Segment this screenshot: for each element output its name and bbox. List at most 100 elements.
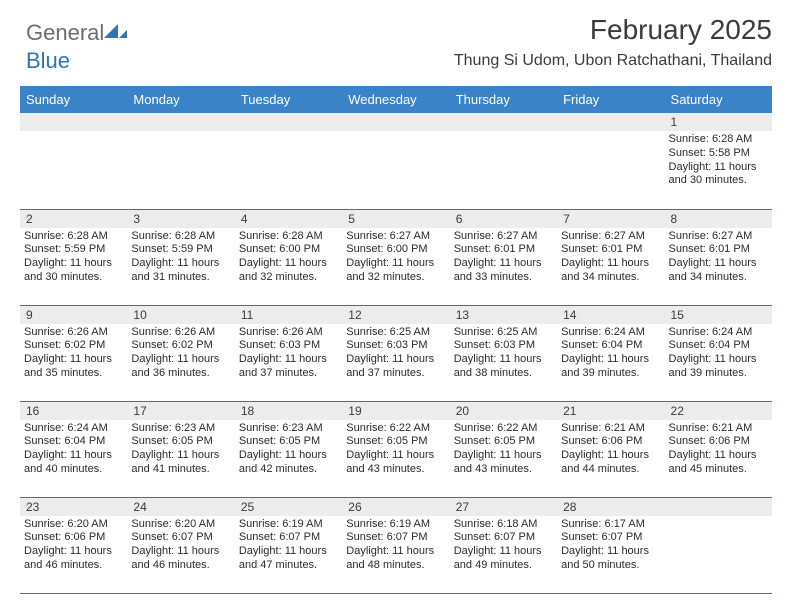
daylight-text: Daylight: 11 hours and 35 minutes. [24,353,123,381]
month-title: February 2025 [454,14,772,46]
cell-details: Sunrise: 6:21 AMSunset: 6:06 PMDaylight:… [561,422,660,477]
calendar-cell: 2Sunrise: 6:28 AMSunset: 5:59 PMDaylight… [20,209,127,305]
sunrise-text: Sunrise: 6:27 AM [346,230,445,244]
daylight-text: Daylight: 11 hours and 39 minutes. [561,353,660,381]
sunrise-text: Sunrise: 6:21 AM [669,422,768,436]
day-header: Sunday [20,86,127,113]
cell-details: Sunrise: 6:24 AMSunset: 6:04 PMDaylight:… [669,326,768,381]
sunset-text: Sunset: 6:04 PM [561,339,660,353]
calendar-cell [450,113,557,209]
sunset-text: Sunset: 6:03 PM [346,339,445,353]
cell-details: Sunrise: 6:26 AMSunset: 6:03 PMDaylight:… [239,326,338,381]
day-header-row: SundayMondayTuesdayWednesdayThursdayFrid… [20,86,772,113]
cell-details: Sunrise: 6:24 AMSunset: 6:04 PMDaylight:… [24,422,123,477]
location-subtitle: Thung Si Udom, Ubon Ratchathani, Thailan… [454,52,772,70]
sunrise-text: Sunrise: 6:23 AM [239,422,338,436]
day-number: 25 [235,498,342,516]
sunrise-text: Sunrise: 6:28 AM [239,230,338,244]
cell-details: Sunrise: 6:20 AMSunset: 6:06 PMDaylight:… [24,518,123,573]
sunset-text: Sunset: 6:07 PM [454,531,553,545]
daylight-text: Daylight: 11 hours and 43 minutes. [454,449,553,477]
sunrise-text: Sunrise: 6:24 AM [24,422,123,436]
day-number: 22 [665,402,772,420]
sunset-text: Sunset: 5:58 PM [669,147,768,161]
sunrise-text: Sunrise: 6:21 AM [561,422,660,436]
sunrise-text: Sunrise: 6:24 AM [561,326,660,340]
calendar-cell: 28Sunrise: 6:17 AMSunset: 6:07 PMDayligh… [557,497,664,593]
day-number: 5 [342,210,449,228]
sunset-text: Sunset: 6:04 PM [24,435,123,449]
calendar-cell: 1Sunrise: 6:28 AMSunset: 5:58 PMDaylight… [665,113,772,209]
sunrise-text: Sunrise: 6:26 AM [239,326,338,340]
brand-logo: General [26,20,130,46]
sunset-text: Sunset: 6:05 PM [131,435,230,449]
calendar-cell [342,113,449,209]
cell-details: Sunrise: 6:28 AMSunset: 5:59 PMDaylight:… [24,230,123,285]
sunrise-text: Sunrise: 6:18 AM [454,518,553,532]
day-number: 9 [20,306,127,324]
day-number [450,113,557,131]
calendar-cell: 26Sunrise: 6:19 AMSunset: 6:07 PMDayligh… [342,497,449,593]
sunrise-text: Sunrise: 6:22 AM [346,422,445,436]
calendar-cell: 12Sunrise: 6:25 AMSunset: 6:03 PMDayligh… [342,305,449,401]
sunrise-text: Sunrise: 6:22 AM [454,422,553,436]
cell-details: Sunrise: 6:27 AMSunset: 6:00 PMDaylight:… [346,230,445,285]
daylight-text: Daylight: 11 hours and 41 minutes. [131,449,230,477]
calendar-cell: 17Sunrise: 6:23 AMSunset: 6:05 PMDayligh… [127,401,234,497]
day-number: 15 [665,306,772,324]
day-number: 3 [127,210,234,228]
day-number: 10 [127,306,234,324]
sunrise-text: Sunrise: 6:17 AM [561,518,660,532]
daylight-text: Daylight: 11 hours and 36 minutes. [131,353,230,381]
calendar-cell: 22Sunrise: 6:21 AMSunset: 6:06 PMDayligh… [665,401,772,497]
sunrise-text: Sunrise: 6:25 AM [454,326,553,340]
daylight-text: Daylight: 11 hours and 43 minutes. [346,449,445,477]
daylight-text: Daylight: 11 hours and 49 minutes. [454,545,553,573]
sunset-text: Sunset: 6:06 PM [669,435,768,449]
calendar-cell: 25Sunrise: 6:19 AMSunset: 6:07 PMDayligh… [235,497,342,593]
cell-details: Sunrise: 6:20 AMSunset: 6:07 PMDaylight:… [131,518,230,573]
calendar-cell: 27Sunrise: 6:18 AMSunset: 6:07 PMDayligh… [450,497,557,593]
sunset-text: Sunset: 6:02 PM [131,339,230,353]
sunset-text: Sunset: 6:03 PM [454,339,553,353]
day-number: 4 [235,210,342,228]
daylight-text: Daylight: 11 hours and 47 minutes. [239,545,338,573]
day-header: Friday [557,86,664,113]
day-number [665,498,772,516]
calendar-cell [665,497,772,593]
sunset-text: Sunset: 6:02 PM [24,339,123,353]
day-number [342,113,449,131]
calendar-cell: 24Sunrise: 6:20 AMSunset: 6:07 PMDayligh… [127,497,234,593]
daylight-text: Daylight: 11 hours and 39 minutes. [669,353,768,381]
daylight-text: Daylight: 11 hours and 38 minutes. [454,353,553,381]
cell-details: Sunrise: 6:23 AMSunset: 6:05 PMDaylight:… [131,422,230,477]
cell-details: Sunrise: 6:25 AMSunset: 6:03 PMDaylight:… [454,326,553,381]
day-number: 6 [450,210,557,228]
daylight-text: Daylight: 11 hours and 34 minutes. [669,257,768,285]
calendar-cell: 16Sunrise: 6:24 AMSunset: 6:04 PMDayligh… [20,401,127,497]
sunrise-text: Sunrise: 6:27 AM [454,230,553,244]
calendar-cell: 18Sunrise: 6:23 AMSunset: 6:05 PMDayligh… [235,401,342,497]
sunset-text: Sunset: 6:01 PM [454,243,553,257]
daylight-text: Daylight: 11 hours and 46 minutes. [131,545,230,573]
sunset-text: Sunset: 6:07 PM [239,531,338,545]
calendar-cell: 11Sunrise: 6:26 AMSunset: 6:03 PMDayligh… [235,305,342,401]
sunset-text: Sunset: 6:01 PM [669,243,768,257]
day-number: 14 [557,306,664,324]
sunrise-text: Sunrise: 6:24 AM [669,326,768,340]
sunset-text: Sunset: 6:07 PM [346,531,445,545]
daylight-text: Daylight: 11 hours and 37 minutes. [346,353,445,381]
daylight-text: Daylight: 11 hours and 40 minutes. [24,449,123,477]
sunrise-text: Sunrise: 6:28 AM [131,230,230,244]
calendar-cell: 15 Sunrise: 6:24 AMSunset: 6:04 PMDayligh… [665,305,772,401]
day-number: 7 [557,210,664,228]
daylight-text: Daylight: 11 hours and 32 minutes. [346,257,445,285]
day-number [127,113,234,131]
calendar-cell: 8Sunrise: 6:27 AMSunset: 6:01 PMDaylight… [665,209,772,305]
sunrise-text: Sunrise: 6:23 AM [131,422,230,436]
sunset-text: Sunset: 6:06 PM [561,435,660,449]
day-header: Monday [127,86,234,113]
calendar-week: 9Sunrise: 6:26 AMSunset: 6:02 PMDaylight… [20,305,772,401]
sunset-text: Sunset: 6:00 PM [239,243,338,257]
calendar-week: 16Sunrise: 6:24 AMSunset: 6:04 PMDayligh… [20,401,772,497]
